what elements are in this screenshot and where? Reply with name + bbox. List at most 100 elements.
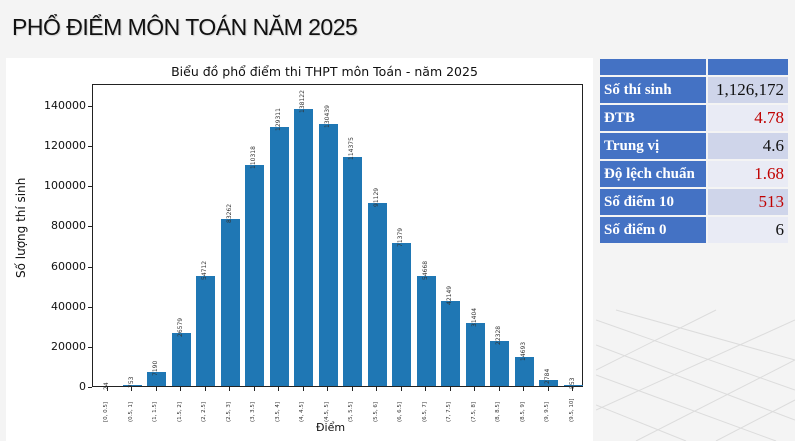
y-tick-label: 20000 — [51, 339, 86, 353]
stats-label: Độ lệch chuẩn — [600, 161, 706, 187]
x-tick-label: (9.5, 10] — [568, 398, 575, 422]
bar — [392, 242, 411, 386]
stats-label: Số thí sinh — [600, 77, 706, 103]
page-title: PHỔ ĐIỂM MÔN TOÁN NĂM 2025 — [12, 14, 358, 40]
y-tick-label: 120000 — [44, 139, 86, 153]
x-tick-mark — [474, 387, 475, 391]
bar — [465, 322, 485, 386]
stats-row: Độ lệch chuẩn 1.68 — [600, 161, 788, 187]
x-tick-mark — [376, 387, 377, 391]
y-tick-label: 140000 — [44, 99, 86, 113]
y-tick-label: 100000 — [44, 179, 86, 193]
bar — [490, 341, 509, 386]
bar-value-label: 138122 — [299, 89, 306, 113]
bar-value-label: 54668 — [421, 261, 429, 281]
stats-value: 4.78 — [708, 105, 788, 131]
x-tick-mark — [425, 387, 426, 391]
x-tick-mark — [572, 387, 573, 391]
x-tick-label: (2.5, 3] — [225, 401, 232, 422]
stats-label: Số điểm 10 — [600, 189, 706, 215]
x-tick-label: (5.5, 6] — [372, 401, 379, 422]
bar-value-label: 7190 — [152, 360, 159, 376]
bar-value-label: 2784 — [544, 369, 551, 385]
x-tick-mark — [229, 387, 230, 391]
x-tick-label: (8.5, 9] — [519, 401, 526, 422]
bar — [563, 384, 583, 386]
bar-value-label: 42149 — [446, 286, 453, 306]
x-tick-label: (3.5, 4] — [274, 401, 281, 422]
x-tick-mark — [253, 387, 255, 391]
y-tick-mark — [88, 387, 92, 388]
x-tick-mark — [302, 387, 304, 391]
x-axis-label: Điểm — [316, 421, 346, 434]
x-tick-label: (3, 3.5] — [250, 401, 256, 422]
stats-value: 4.6 — [708, 133, 788, 159]
bar-value-label: 91129 — [372, 188, 380, 208]
plot-area — [92, 84, 583, 387]
bar — [441, 301, 460, 386]
bar — [220, 218, 240, 386]
stats-row: ĐTB 4.78 — [600, 105, 788, 131]
bar-value-label: 114375 — [348, 137, 355, 161]
stats-row: Số điểm 10 513 — [600, 189, 788, 215]
stats-value: 1.68 — [708, 161, 788, 187]
y-tick-label: 0 — [79, 380, 86, 393]
x-tick-mark — [180, 387, 181, 391]
y-tick-mark — [88, 346, 92, 348]
bar-value-label: 14693 — [519, 341, 527, 361]
x-tick-label: (4.5, 5] — [323, 401, 330, 422]
bar-value-label: 26579 — [176, 317, 184, 337]
bar-value-label: 22328 — [495, 326, 502, 346]
bar-value-label: 110318 — [250, 145, 257, 169]
bar — [196, 276, 215, 386]
x-tick-label: (6.5, 7] — [421, 401, 428, 422]
x-tick-label: (1, 1.5] — [152, 401, 158, 422]
bar — [367, 203, 387, 386]
x-tick-mark — [278, 387, 279, 391]
x-tick-label: (7, 7.5] — [446, 401, 452, 422]
x-tick-mark — [498, 387, 500, 391]
bar — [171, 332, 191, 386]
perspective-grid-decoration — [596, 309, 795, 441]
bar — [245, 164, 264, 386]
y-tick-mark — [88, 306, 92, 308]
x-tick-mark — [523, 387, 524, 391]
bar-value-label: 83262 — [225, 203, 233, 223]
x-tick-mark — [400, 387, 402, 391]
y-tick-label: 80000 — [51, 219, 86, 233]
y-tick-mark — [88, 106, 92, 108]
x-tick-mark — [449, 387, 451, 391]
y-tick-label: 60000 — [51, 259, 86, 273]
y-tick-mark — [88, 226, 92, 228]
x-tick-label: (2, 2.5] — [201, 401, 207, 422]
y-tick-label: 40000 — [51, 299, 86, 313]
bar-value-label: 54712 — [201, 261, 208, 281]
stats-header-cell — [708, 59, 788, 75]
x-tick-label: (9, 9.5] — [544, 401, 550, 422]
x-tick-mark — [351, 387, 353, 391]
stats-table: Số thí sinh 1,126,172 ĐTB 4.78 Trung vị 4.6 Độ… — [598, 57, 790, 245]
stats-row: Số thí sinh 1,126,172 — [600, 77, 788, 103]
bar — [294, 108, 313, 386]
x-tick-label: (5, 5.5] — [348, 401, 354, 422]
x-tick-mark — [547, 387, 549, 391]
stats-label: Số điểm 0 — [600, 217, 706, 243]
x-tick-label: (4, 4.5] — [299, 401, 305, 422]
x-tick-label: (7.5, 8] — [470, 401, 477, 422]
y-tick-mark — [88, 146, 92, 148]
y-tick-mark — [88, 266, 92, 268]
bar-value-label: 129311 — [274, 107, 282, 131]
stats-header-row — [600, 59, 788, 75]
y-tick-mark — [88, 186, 92, 188]
stats-value: 513 — [708, 189, 788, 215]
x-tick-mark — [327, 387, 328, 391]
chart-title: Biểu đồ phổ điểm thi THPT môn Toán - năm… — [171, 64, 478, 79]
bar-value-label: 71379 — [397, 227, 404, 247]
bar — [514, 356, 534, 386]
x-tick-label: [0, 0.5] — [103, 401, 109, 422]
stats-row: Trung vị 4.6 — [600, 133, 788, 159]
x-tick-mark — [106, 387, 108, 391]
x-tick-label: (1.5, 2] — [176, 401, 183, 422]
stats-value: 6 — [708, 217, 788, 243]
bar — [416, 276, 436, 386]
